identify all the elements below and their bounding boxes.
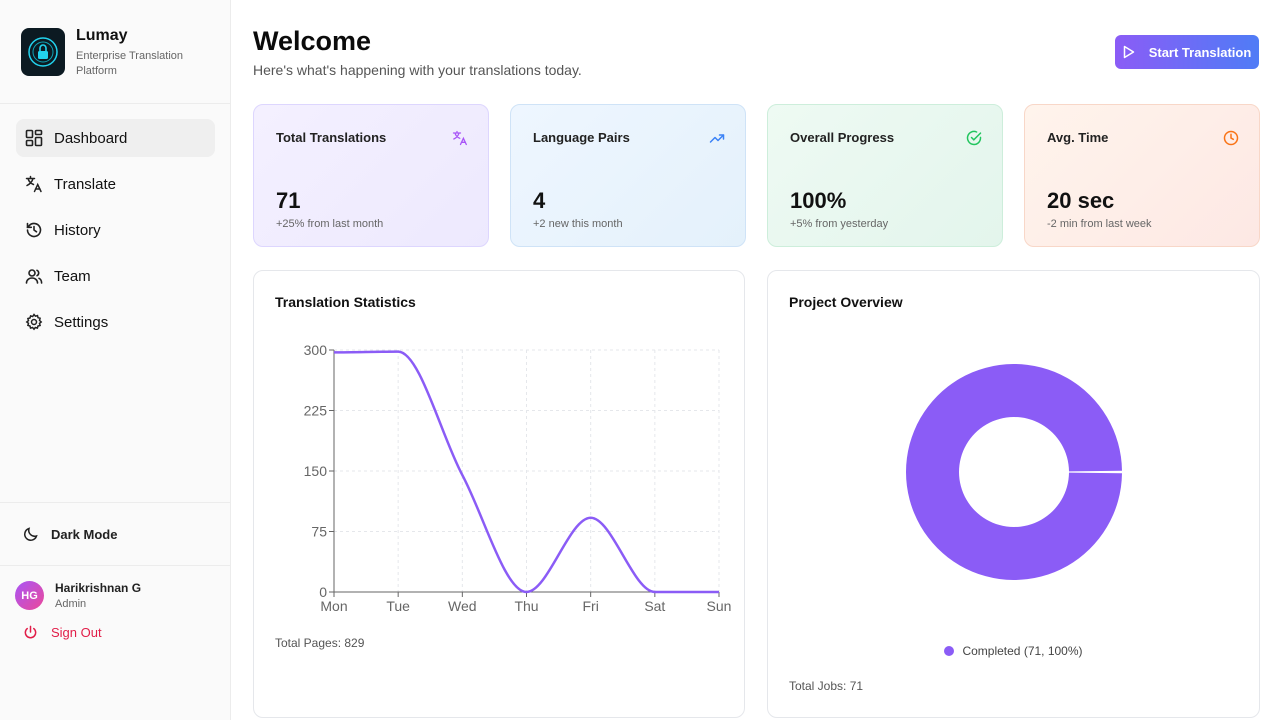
- clock-icon: [1223, 130, 1239, 146]
- stat-delta: +2 new this month: [533, 218, 623, 230]
- sidebar-item-history[interactable]: History: [16, 211, 215, 249]
- legend-swatch: [944, 646, 955, 656]
- panel-title: Translation Statistics: [275, 294, 416, 310]
- stat-delta: -2 min from last week: [1047, 218, 1152, 230]
- pie-slice[interactable]: [906, 364, 1122, 580]
- sidebar-item-translate[interactable]: Translate: [16, 165, 215, 203]
- gear-icon: [25, 313, 43, 331]
- series-line[interactable]: [333, 350, 719, 594]
- lock-circuit-logo-icon: [28, 37, 58, 67]
- stat-label: Overall Progress: [790, 130, 895, 145]
- sidebar-item-team[interactable]: Team: [16, 257, 215, 295]
- brand: Lumay Enterprise Translation Platform: [0, 0, 230, 104]
- stat-card-language-pairs[interactable]: Language Pairs 4 +2 new this month: [510, 104, 746, 247]
- sidebar-item-label: Translate: [54, 175, 116, 193]
- power-icon: [24, 625, 37, 639]
- y-tick-label: 150: [304, 463, 328, 479]
- sidebar-nav: Dashboard Translate History Team: [0, 104, 230, 341]
- brand-subtitle: Enterprise Translation Platform: [76, 50, 183, 77]
- page-title: Welcome: [253, 26, 372, 56]
- sidebar-item-label: Settings: [54, 313, 109, 331]
- y-tick-label: 300: [304, 342, 328, 358]
- user-profile[interactable]: HG Harikrishnan G Admin: [0, 566, 231, 610]
- moon-icon: [24, 527, 38, 541]
- y-tick-label: 225: [304, 403, 328, 419]
- sign-out-button[interactable]: Sign Out: [0, 610, 231, 640]
- stat-value: 20 sec: [1047, 188, 1115, 213]
- y-tick-label: 0: [319, 584, 327, 600]
- sidebar-item-label: History: [54, 221, 101, 239]
- sidebar-footer: Dark Mode HG Harikrishnan G Admin Sign O…: [0, 502, 231, 640]
- sidebar: Lumay Enterprise Translation Platform Da…: [0, 0, 231, 720]
- stat-card-total-translations[interactable]: Total Translations 71 +25% from last mon…: [253, 104, 489, 247]
- history-icon: [26, 222, 42, 238]
- sidebar-item-dashboard[interactable]: Dashboard: [16, 119, 215, 157]
- dark-mode-toggle[interactable]: Dark Mode: [0, 503, 231, 566]
- start-translation-button[interactable]: Start Translation: [1115, 35, 1259, 69]
- stat-label: Avg. Time: [1047, 130, 1109, 145]
- trending-up-icon: [709, 134, 725, 143]
- start-translation-label: Start Translation: [1148, 44, 1252, 60]
- panel-title: Project Overview: [789, 294, 903, 310]
- x-tick-label: Tue: [386, 598, 410, 614]
- translate-icon: [452, 130, 467, 146]
- page-subtitle: Here's what's happening with your transl…: [253, 62, 582, 78]
- stat-card-overall-progress[interactable]: Overall Progress 100% +5% from yesterday: [767, 104, 1003, 247]
- stat-delta: +5% from yesterday: [790, 218, 889, 230]
- dark-mode-label: Dark Mode: [51, 526, 118, 542]
- chart-legend[interactable]: Completed (71, 100%): [768, 644, 1259, 658]
- total-jobs-label: Total Jobs: 71: [789, 679, 864, 693]
- sidebar-item-settings[interactable]: Settings: [16, 303, 215, 341]
- total-pages-label: Total Pages: 829: [275, 636, 365, 650]
- project-overview-panel: Project Overview Completed (71, 100%) To…: [767, 270, 1260, 718]
- user-name: Harikrishnan G: [55, 581, 142, 595]
- sidebar-item-label: Team: [54, 267, 91, 285]
- stat-delta: +25% from last month: [276, 218, 384, 230]
- stat-value: 4: [533, 188, 546, 213]
- users-icon: [25, 269, 43, 284]
- sidebar-item-label: Dashboard: [54, 129, 128, 147]
- dashboard-grid-icon: [25, 129, 43, 147]
- brand-name: Lumay: [76, 27, 128, 44]
- stat-value: 71: [276, 188, 301, 213]
- translate-icon: [25, 175, 42, 193]
- x-tick-label: Fri: [583, 598, 599, 614]
- sign-out-label: Sign Out: [51, 625, 102, 640]
- stat-label: Total Translations: [276, 130, 387, 145]
- stat-value: 100%: [790, 188, 847, 213]
- translation-statistics-panel: Translation Statistics 0 75 150 225 300 Mon Tu…: [253, 270, 745, 718]
- stat-card-avg-time[interactable]: Avg. Time 20 sec -2 min from last week: [1024, 104, 1260, 247]
- brand-logo[interactable]: [21, 28, 65, 76]
- stat-label: Language Pairs: [533, 130, 630, 145]
- line-chart[interactable]: 0 75 150 225 300 Mon Tue Wed Thu Fri Sat Sun: [254, 331, 744, 631]
- x-tick-label: Thu: [514, 598, 538, 614]
- donut-chart[interactable]: [768, 351, 1259, 611]
- check-circle-icon: [966, 130, 982, 146]
- x-tick-label: Sat: [644, 598, 665, 614]
- y-tick-label: 75: [311, 524, 327, 540]
- x-tick-label: Mon: [320, 598, 347, 614]
- x-tick-label: Sun: [707, 598, 732, 614]
- x-tick-label: Wed: [448, 598, 477, 614]
- play-icon: [1123, 45, 1134, 59]
- user-role: Admin: [55, 598, 87, 610]
- legend-label: Completed (71, 100%): [962, 644, 1083, 658]
- avatar: HG: [15, 581, 44, 610]
